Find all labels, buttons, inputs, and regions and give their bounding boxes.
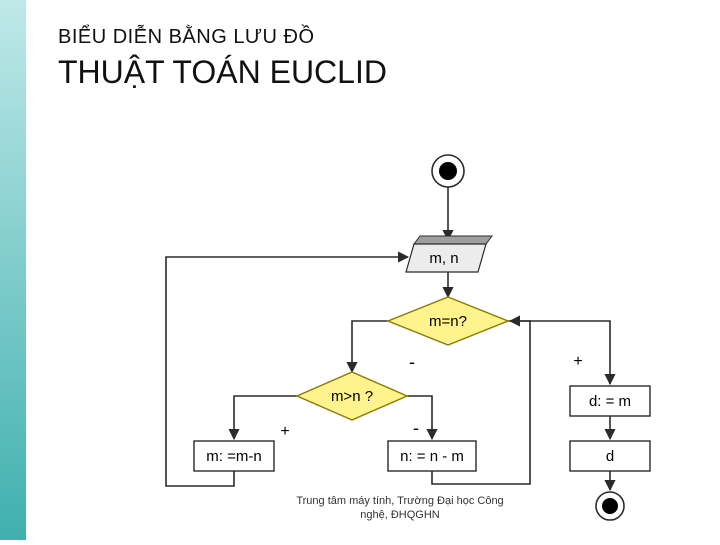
flow-cond-eq: m=n? xyxy=(388,297,508,345)
flowchart: m, n m=n? m>n ? d: = m m: =m-n n: = n - … xyxy=(40,26,700,526)
flow-end xyxy=(596,492,624,520)
flow-assign-d: d: = m xyxy=(570,386,650,416)
branch-eq-plus: + xyxy=(573,353,582,370)
branch-eq-minus: - xyxy=(409,352,415,372)
flow-assign-n: n: = n - m xyxy=(388,441,476,471)
flow-cond-gt: m>n ? xyxy=(297,372,407,420)
footer-line1: Trung tâm máy tính, Trường Đại học Công xyxy=(296,495,503,507)
flow-input: m, n xyxy=(406,236,492,272)
flow-start xyxy=(432,155,464,187)
accent-bar xyxy=(0,0,26,540)
flow-cond-gt-label: m>n ? xyxy=(331,388,373,405)
footer-line2: nghệ, ĐHQGHN xyxy=(360,509,440,521)
flow-output-d: d xyxy=(570,441,650,471)
flow-assign-d-label: d: = m xyxy=(589,393,631,410)
flow-assign-n-label: n: = n - m xyxy=(400,448,464,465)
flow-assign-m-label: m: =m-n xyxy=(206,448,261,465)
branch-gt-plus: + xyxy=(280,423,289,440)
flow-assign-m: m: =m-n xyxy=(194,441,274,471)
branch-gt-minus: - xyxy=(413,418,419,438)
flow-input-label: m, n xyxy=(429,250,458,267)
flow-output-d-label: d xyxy=(606,448,614,465)
flow-cond-eq-label: m=n? xyxy=(429,313,467,330)
